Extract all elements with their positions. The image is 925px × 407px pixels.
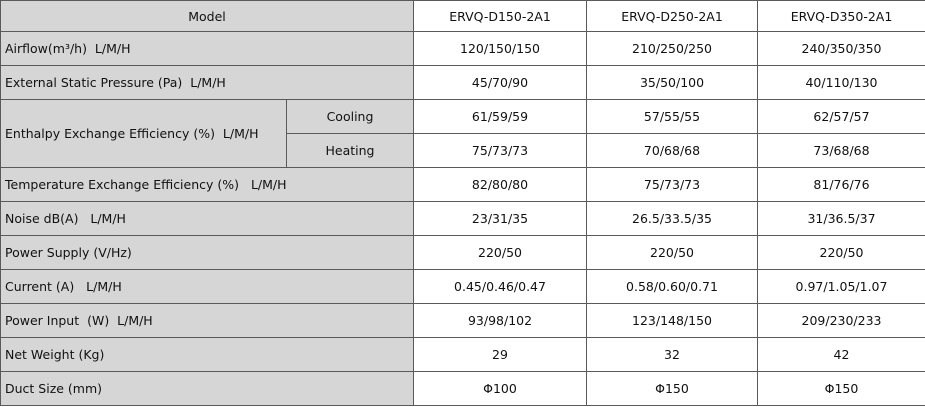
cell-value: 32 — [586, 337, 758, 372]
cell-value: 75/73/73 — [586, 167, 758, 202]
table-row: Heating 75/73/73 70/68/68 73/68/68 — [1, 133, 925, 168]
table-row: Duct Size (mm) Φ100 Φ150 Φ150 — [0, 371, 925, 406]
row-label: Power Supply (V/Hz) — [0, 235, 414, 270]
sub-label: Heating — [286, 133, 414, 168]
cell-value: 61/59/59 — [413, 99, 587, 134]
table-row: Power Input (W) L/M/H 93/98/102 123/148/15… — [0, 303, 925, 338]
row-label: Noise dB(A) L/M/H — [0, 201, 414, 236]
cell-value: 57/55/55 — [586, 99, 758, 134]
cell-value: 123/148/150 — [586, 303, 758, 338]
cell-value: 73/68/68 — [757, 133, 925, 168]
table-row: External Static Pressure (Pa) L/M/H 45/70… — [0, 65, 925, 100]
sub-label: Cooling — [286, 99, 414, 134]
row-label: Power Input (W) L/M/H — [0, 303, 414, 338]
header-label: Model — [0, 0, 414, 32]
header-model: ERVQ-D150-2A1 — [413, 0, 587, 32]
cell-value: 210/250/250 — [586, 31, 758, 66]
table-row: Noise dB(A) L/M/H 23/31/35 26.5/33.5/35 31/… — [0, 201, 925, 236]
cell-value: 240/350/350 — [757, 31, 925, 66]
cell-value: Φ100 — [413, 371, 587, 406]
cell-value: 120/150/150 — [413, 31, 587, 66]
row-label: Temperature Exchange Efficiency (%) L/M/… — [0, 167, 414, 202]
cell-value: 220/50 — [757, 235, 925, 270]
cell-value: 0.45/0.46/0.47 — [413, 269, 587, 304]
row-label: Airflow(m³/h) L/M/H — [0, 31, 414, 66]
cell-value: Φ150 — [757, 371, 925, 406]
cell-value: 23/31/35 — [413, 201, 587, 236]
cell-value: 0.58/0.60/0.71 — [586, 269, 758, 304]
row-label: Net Weight (Kg) — [0, 337, 414, 372]
cell-value: 82/80/80 — [413, 167, 587, 202]
table-row: Model ERVQ-D150-2A1 ERVQ-D250-2A1 ERVQ-D350… — [0, 0, 925, 32]
cell-value: 35/50/100 — [586, 65, 758, 100]
table-row: Power Supply (V/Hz) 220/50 220/50 220/50 — [0, 235, 925, 270]
cell-value: 26.5/33.5/35 — [586, 201, 758, 236]
header-model: ERVQ-D250-2A1 — [586, 0, 758, 32]
cell-value: 40/110/130 — [757, 65, 925, 100]
cell-value: 29 — [413, 337, 587, 372]
cell-value: 220/50 — [586, 235, 758, 270]
row-label: Current (A) L/M/H — [0, 269, 414, 304]
table-row: Net Weight (Kg) 29 32 42 — [0, 337, 925, 372]
cell-value: 42 — [757, 337, 925, 372]
header-model: ERVQ-D350-2A1 — [757, 0, 925, 32]
cell-value: 209/230/233 — [757, 303, 925, 338]
cell-value: Φ150 — [586, 371, 758, 406]
row-label: Duct Size (mm) — [0, 371, 414, 406]
table-row: Temperature Exchange Efficiency (%) L/M/… — [0, 167, 925, 202]
cell-value: 75/73/73 — [413, 133, 587, 168]
cell-value: 220/50 — [413, 235, 587, 270]
cell-value: 62/57/57 — [757, 99, 925, 134]
row-label: External Static Pressure (Pa) L/M/H — [0, 65, 414, 100]
cell-value: 0.97/1.05/1.07 — [757, 269, 925, 304]
cell-value: 31/36.5/37 — [757, 201, 925, 236]
cell-value: 81/76/76 — [757, 167, 925, 202]
cell-value: 93/98/102 — [413, 303, 587, 338]
table-row: Current (A) L/M/H 0.45/0.46/0.47 0.58/0.60… — [0, 269, 925, 304]
table-row: Airflow(m³/h) L/M/H 120/150/150 210/250/25… — [0, 31, 925, 66]
table-row: Enthalpy Exchange Efficiency (%) L/M/H Co… — [0, 99, 925, 168]
cell-value: 70/68/68 — [586, 133, 758, 168]
cell-value: 45/70/90 — [413, 65, 587, 100]
row-label: Enthalpy Exchange Efficiency (%) L/M/H — [0, 99, 287, 168]
